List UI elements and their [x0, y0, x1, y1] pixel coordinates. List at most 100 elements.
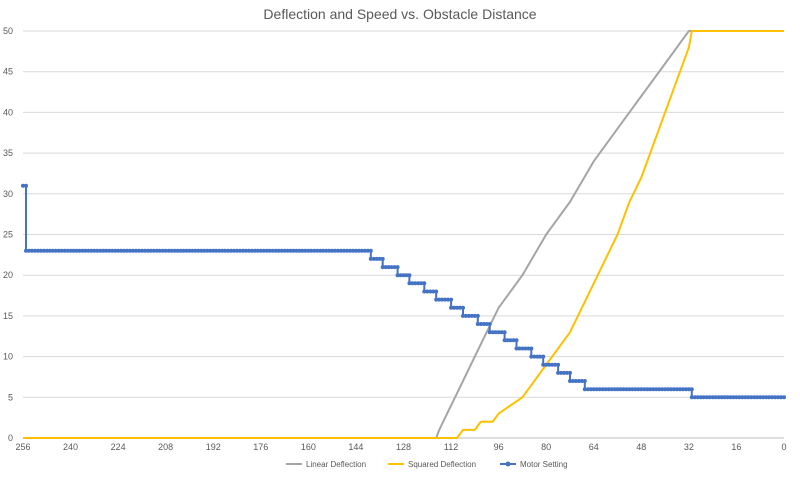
data-point	[44, 248, 49, 253]
data-point	[576, 379, 581, 383]
data-point	[383, 265, 388, 270]
motor-setting-line	[23, 184, 784, 399]
data-point	[475, 313, 480, 318]
data-point	[371, 256, 376, 261]
data-point	[609, 387, 614, 392]
data-point	[110, 248, 115, 253]
x-tick-label: 224	[111, 442, 126, 452]
data-point	[517, 346, 522, 351]
data-point	[368, 256, 373, 261]
y-tick-label: 50	[3, 26, 13, 36]
legend-item: Squared Deflection	[388, 460, 476, 469]
data-point	[669, 387, 673, 392]
data-point	[205, 248, 210, 253]
data-point	[603, 387, 608, 392]
data-point	[50, 248, 55, 253]
data-point	[413, 281, 418, 286]
data-point	[187, 248, 192, 253]
data-point	[407, 281, 412, 286]
data-point	[196, 248, 201, 253]
data-point	[514, 346, 519, 351]
data-point	[119, 248, 124, 253]
data-point	[698, 395, 703, 400]
data-point	[719, 395, 724, 400]
y-tick-label: 40	[3, 107, 13, 117]
data-point	[565, 370, 569, 375]
data-point	[707, 395, 712, 400]
data-point	[297, 248, 302, 253]
data-point	[556, 362, 561, 367]
data-point	[615, 387, 620, 392]
data-point	[178, 248, 183, 253]
data-point	[65, 248, 70, 253]
data-point	[330, 248, 335, 253]
x-tick-label: 112	[444, 442, 458, 452]
data-point	[752, 395, 757, 400]
data-point	[294, 248, 299, 253]
data-point	[541, 354, 546, 359]
data-point	[642, 387, 647, 392]
data-point	[26, 248, 31, 253]
data-point	[261, 248, 266, 253]
data-point	[395, 265, 400, 270]
data-point	[68, 248, 73, 253]
data-point	[181, 248, 186, 253]
data-point	[692, 395, 697, 400]
data-point	[86, 248, 91, 253]
data-point	[80, 248, 85, 253]
data-point	[734, 395, 739, 400]
y-tick-label: 30	[3, 189, 13, 199]
data-point	[463, 313, 468, 318]
data-point	[728, 395, 733, 400]
x-tick-label: 208	[158, 442, 173, 452]
data-point	[377, 256, 382, 261]
y-tick-label: 15	[3, 311, 13, 321]
data-point	[440, 297, 445, 302]
x-tick-label: 144	[348, 442, 363, 452]
data-point	[318, 248, 323, 253]
data-point	[550, 362, 555, 367]
x-tick-label: 96	[494, 442, 504, 452]
data-point	[24, 183, 28, 188]
data-point	[472, 313, 477, 318]
data-point	[160, 248, 165, 253]
data-point	[469, 313, 474, 318]
data-point	[461, 313, 465, 318]
data-point	[502, 330, 507, 335]
data-point	[657, 387, 662, 392]
data-point	[309, 248, 314, 253]
data-point	[437, 297, 442, 302]
x-tick-label: 256	[15, 442, 30, 452]
data-point	[107, 248, 112, 253]
data-point	[98, 248, 103, 253]
data-point	[588, 387, 593, 392]
data-point	[166, 248, 171, 253]
data-point	[562, 370, 566, 375]
data-point	[505, 338, 510, 343]
data-point	[282, 248, 287, 253]
data-point	[131, 248, 135, 253]
x-tick-label: 32	[684, 442, 694, 452]
data-point	[35, 248, 40, 253]
data-point	[680, 387, 685, 392]
x-tick-label: 48	[636, 442, 646, 452]
data-point	[722, 395, 727, 400]
data-point	[59, 248, 64, 253]
data-point	[154, 248, 159, 253]
data-point	[226, 248, 231, 253]
data-point	[770, 395, 775, 400]
data-point	[386, 265, 391, 270]
data-point	[38, 248, 43, 253]
data-point	[113, 248, 118, 253]
data-point	[621, 387, 626, 392]
data-point	[582, 379, 587, 383]
data-point	[758, 395, 763, 400]
data-point	[351, 248, 355, 253]
data-point	[529, 346, 534, 351]
legend-marker	[505, 461, 511, 467]
data-point	[582, 387, 587, 392]
data-point	[511, 338, 516, 343]
data-point	[312, 248, 317, 253]
data-point	[148, 248, 153, 253]
data-point	[151, 248, 156, 253]
